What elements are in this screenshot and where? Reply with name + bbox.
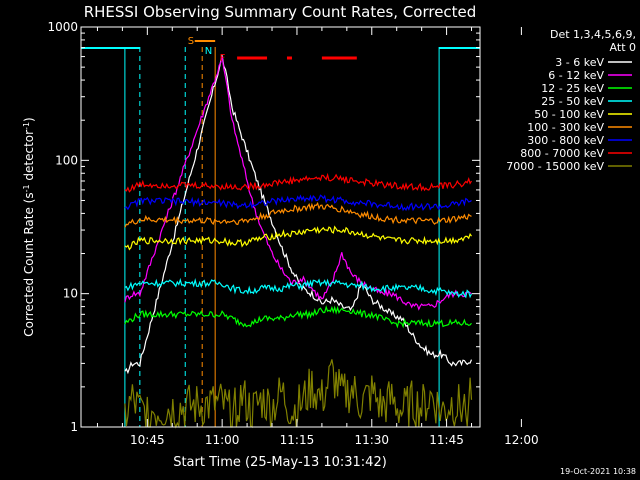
y-tick-label: 100 [55, 153, 78, 167]
x-tick-label: 11:15 [280, 433, 315, 447]
legend-entry-label: 100 - 300 keV [527, 121, 604, 134]
series-line [124, 359, 473, 429]
y-tick-label: 1000 [47, 20, 78, 34]
y-axis-label: Corrected Count Rate (s-1 detector-1) [22, 117, 37, 336]
flag-s-label: S [188, 36, 194, 47]
series-line [124, 56, 472, 311]
x-tick-label: 10:45 [130, 433, 165, 447]
series-line [124, 172, 473, 193]
x-tick-label: 11:00 [205, 433, 240, 447]
x-tick-label: 11:30 [354, 433, 389, 447]
series-line [124, 277, 473, 299]
series-line [124, 305, 472, 329]
plot-frame [80, 26, 481, 428]
legend-entry-label: 25 - 50 keV [541, 95, 604, 108]
series-line [124, 225, 472, 251]
flag-n-label: N [205, 46, 212, 57]
legend-entry-label: 6 - 12 keV [548, 69, 604, 82]
footer-date: 19-Oct-2021 10:38 [560, 467, 636, 476]
legend-entry-label: 3 - 6 keV [555, 56, 604, 69]
plot-area: SNF 1000 100 10 1 10:45 11:00 11:15 11:30 11:45… [47, 20, 538, 447]
y-tick-label: 10 [63, 287, 78, 301]
legend-entry-label: 50 - 100 keV [534, 108, 604, 121]
x-tick-label: 12:00 [504, 433, 539, 447]
chart-title: RHESSI Observing Summary Count Rates, Co… [84, 3, 477, 21]
x-tick-label: 11:45 [429, 433, 464, 447]
flag-f-label: F [220, 53, 226, 64]
legend-entry-label: 12 - 25 keV [541, 82, 604, 95]
legend-entry-label: 800 - 7000 keV [520, 147, 604, 160]
legend-header-detectors: Det 1,3,4,5,6,9, [550, 28, 636, 41]
series-line [124, 201, 472, 228]
series-line [124, 194, 472, 212]
legend-entry-label: 7000 - 15000 keV [506, 160, 604, 173]
x-axis-label: Start Time (25-May-13 10:31:42) [173, 455, 387, 470]
legend-entry-label: 300 - 800 keV [527, 134, 604, 147]
y-tick-label: 1 [70, 420, 78, 434]
legend-header-attenuator: Att 0 [610, 41, 636, 54]
